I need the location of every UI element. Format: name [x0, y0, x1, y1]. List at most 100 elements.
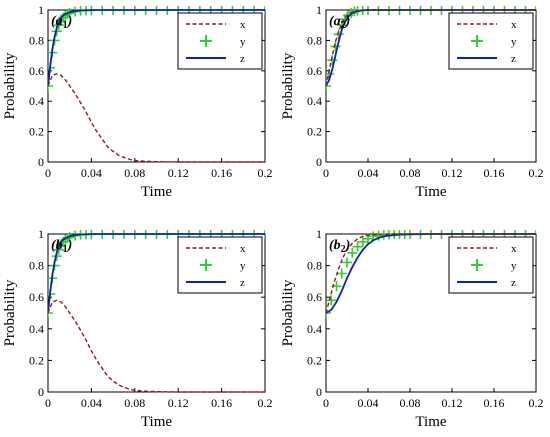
y-tick-label: 0.8	[307, 259, 322, 273]
legend-label-y: y	[511, 36, 517, 48]
x-tick-label: 0.12	[168, 166, 189, 180]
x-tick-label: 0.2	[529, 166, 544, 180]
legend-label-x: x	[511, 243, 517, 255]
data-point-y	[330, 41, 341, 52]
data-point-y	[357, 236, 368, 247]
x-axis-label: Time	[141, 414, 172, 430]
x-tick-label: 0.12	[442, 396, 463, 410]
legend-marker-y	[471, 259, 483, 271]
x-tick-label: 0.2	[258, 166, 273, 180]
y-tick-label: 1	[38, 227, 44, 241]
panel-label: (b1)	[51, 238, 72, 255]
x-tick-label: 0.04	[358, 396, 379, 410]
data-point-y	[347, 247, 358, 258]
x-tick-label: 0	[323, 396, 329, 410]
series-line-x	[48, 299, 265, 393]
panel-a1: 0 0.04 0.08 0.12 0.16 0.2 0 0.2 0.4 0.6 0.8 1 Time Pr…	[2, 3, 273, 200]
x-axis-label: Time	[415, 414, 446, 430]
legend-label-x: x	[511, 19, 517, 31]
y-tick-label: 0.4	[29, 322, 44, 336]
y-axis-label: Probability	[280, 279, 296, 346]
y-tick-label: 0.6	[29, 64, 44, 78]
y-axis-label: Probability	[280, 52, 296, 119]
y-tick-label: 0.4	[307, 94, 322, 108]
data-point-y	[326, 81, 331, 91]
legend-label-z: z	[511, 277, 516, 289]
legend-marker-y	[200, 259, 212, 271]
series-line-x	[326, 233, 536, 314]
x-tick-label: 0.12	[168, 396, 189, 410]
series-x	[48, 73, 265, 163]
data-point-y	[336, 268, 347, 279]
y-tick-label: 0	[316, 155, 322, 169]
panel-label: (a2)	[329, 14, 350, 31]
series-z	[48, 9, 265, 87]
legend: xyz	[177, 236, 263, 294]
legend-label-y: y	[240, 260, 246, 272]
series-line-x	[326, 9, 536, 87]
y-tick-label: 0.6	[307, 290, 322, 304]
y-tick-label: 0.6	[307, 64, 322, 78]
series-line-z	[48, 233, 265, 314]
legend-box	[177, 12, 263, 70]
y-tick-label: 0.4	[29, 94, 44, 108]
legend-label-x: x	[240, 19, 246, 31]
y-tick-label: 0.8	[29, 259, 44, 273]
y-tick-label: 0.8	[29, 33, 44, 47]
data-point-y	[326, 295, 337, 306]
plot-area	[48, 6, 265, 163]
data-point-y	[48, 81, 53, 91]
legend: xyz	[448, 236, 534, 294]
panel-b1: 0 0.04 0.08 0.12 0.16 0.2 0 0.2 0.4 0.6 0.8 1 Time Pr…	[2, 227, 273, 430]
legend-label-z: z	[240, 53, 245, 65]
x-tick-label: 0.12	[442, 166, 463, 180]
series-x	[326, 9, 536, 87]
y-tick-label: 0.4	[307, 322, 322, 336]
x-tick-label: 0.08	[400, 396, 421, 410]
y-tick-label: 0.2	[307, 353, 322, 367]
y-tick-label: 0	[38, 155, 44, 169]
y-tick-label: 0	[316, 385, 322, 399]
data-point-y	[352, 241, 363, 252]
panel-b2: 0 0.04 0.08 0.12 0.16 0.2 0 0.2 0.4 0.6 0.8 1 Time Pr…	[280, 227, 544, 430]
y-tick-label: 0.6	[29, 290, 44, 304]
y-tick-label: 0.2	[29, 125, 44, 139]
x-tick-label: 0	[323, 166, 329, 180]
x-tick-label: 0.2	[529, 396, 544, 410]
y-tick-label: 0.8	[307, 33, 322, 47]
x-tick-label: 0.04	[81, 396, 102, 410]
series-line-x	[48, 73, 265, 163]
legend-box	[177, 236, 263, 294]
x-tick-label: 0.08	[124, 396, 145, 410]
y-axis-label: Probability	[2, 279, 18, 346]
data-point-y	[333, 29, 344, 40]
x-axis-label: Time	[141, 184, 172, 200]
x-tick-label: 0.04	[81, 166, 102, 180]
panel-a2: 0 0.04 0.08 0.12 0.16 0.2 0 0.2 0.4 0.6 0.8 1 Time Pr…	[280, 3, 544, 200]
legend: xyz	[448, 12, 534, 70]
data-point-y	[60, 10, 71, 21]
x-tick-label: 0.08	[400, 166, 421, 180]
legend-label-y: y	[511, 260, 517, 272]
x-axis-label: Time	[415, 184, 446, 200]
legend-marker-y	[200, 35, 212, 47]
x-tick-label: 0	[45, 166, 51, 180]
data-point-y	[326, 308, 331, 318]
legend-label-x: x	[240, 243, 246, 255]
y-axis-label: Probability	[2, 52, 18, 119]
x-tick-label: 0.2	[258, 396, 273, 410]
x-tick-label: 0.16	[211, 166, 232, 180]
series-z	[48, 233, 265, 314]
panel-label: (a1)	[51, 14, 72, 31]
series-line-z	[48, 9, 265, 87]
plot-area	[326, 6, 536, 91]
legend: xyz	[177, 12, 263, 70]
data-point-y	[60, 234, 71, 245]
x-tick-label: 0.16	[211, 396, 232, 410]
x-tick-label: 0.16	[484, 396, 505, 410]
series-x	[48, 299, 265, 393]
panel-label: (b2)	[329, 238, 350, 255]
legend-label-y: y	[240, 36, 246, 48]
x-tick-label: 0	[45, 396, 51, 410]
